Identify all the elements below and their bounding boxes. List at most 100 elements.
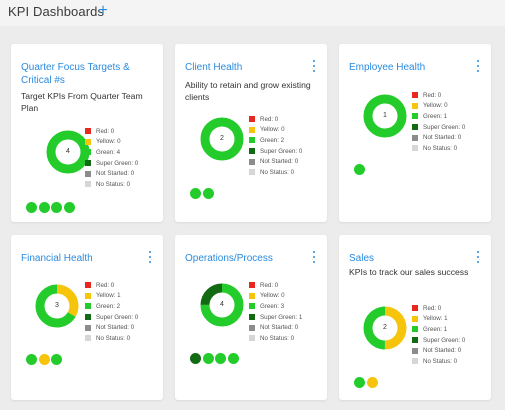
- legend-swatch: [85, 181, 91, 188]
- kpi-status-dot-super-green[interactable]: [190, 353, 201, 364]
- legend-red: Red: 0: [412, 90, 465, 101]
- legend-swatch: [85, 324, 91, 331]
- kpi-status-dots: [26, 202, 75, 213]
- legend-swatch: [249, 126, 255, 133]
- add-dashboard-button[interactable]: +: [98, 2, 108, 19]
- top-bar: KPI Dashboards +: [0, 0, 505, 26]
- legend-swatch: [85, 128, 91, 135]
- legend-not-started: Not Started: 0: [249, 322, 302, 333]
- legend-not-started: Not Started: 0: [85, 168, 138, 179]
- legend-red: Red: 0: [412, 303, 465, 314]
- legend-label: No Status: 0: [423, 144, 458, 152]
- legend-swatch: [412, 92, 418, 99]
- legend-label: Yellow: 0: [260, 292, 285, 300]
- legend-label: Red: 0: [260, 115, 279, 123]
- legend-swatch: [412, 113, 418, 120]
- more-options-icon[interactable]: [311, 251, 317, 263]
- legend-swatch: [412, 102, 418, 109]
- more-options-icon[interactable]: [311, 60, 317, 72]
- legend-label: Super Green: 1: [260, 313, 303, 321]
- kpi-status-dot-green[interactable]: [26, 354, 37, 365]
- legend-label: Super Green: 0: [423, 123, 466, 131]
- kpi-status-dot-green[interactable]: [190, 188, 201, 199]
- legend-swatch: [412, 124, 418, 131]
- kpi-status-dot-green[interactable]: [354, 164, 365, 175]
- legend-label: Not Started: 0: [423, 347, 462, 355]
- kpi-status-dot-green[interactable]: [38, 202, 50, 213]
- status-legend: Red: 0 Yellow: 1 Green: 2 Super Green: 0 Not…: [85, 280, 138, 344]
- kpi-status-dot-green[interactable]: [202, 188, 214, 199]
- legend-no-status: No Status: 0: [85, 333, 138, 344]
- kpi-status-dot-green[interactable]: [354, 377, 365, 388]
- status-legend: Red: 0 Yellow: 0 Green: 3 Super Green: 1 Not…: [249, 280, 302, 344]
- kpi-card: Client Health Ability to retain and grow …: [175, 44, 327, 222]
- legend-swatch: [249, 324, 255, 331]
- kpi-status-dots: [26, 354, 62, 365]
- more-options-icon[interactable]: [475, 60, 481, 72]
- kpi-card: Employee Health 1 Red: 0 Yellow: 0 Green: 1 S…: [339, 44, 491, 222]
- more-options-icon[interactable]: [475, 251, 481, 263]
- status-donut-chart[interactable]: [199, 282, 245, 328]
- kpi-status-dot-yellow[interactable]: [366, 377, 378, 388]
- kpi-status-dot-green[interactable]: [26, 202, 37, 213]
- kpi-status-dot-yellow[interactable]: [38, 354, 50, 365]
- donut-segment-super-green[interactable]: [200, 283, 244, 327]
- donut-total: 2: [220, 135, 224, 142]
- legend-swatch: [249, 303, 255, 310]
- card-title[interactable]: Employee Health: [349, 62, 426, 73]
- kpi-card: Quarter Focus Targets & Critical #s Targe…: [11, 44, 163, 222]
- legend-label: Yellow: 1: [96, 292, 121, 300]
- kpi-status-dot-green[interactable]: [63, 202, 75, 213]
- legend-label: Super Green: 0: [96, 159, 139, 167]
- legend-label: Red: 0: [260, 281, 279, 289]
- card-description: Ability to retain and grow existing clie…: [185, 80, 311, 102]
- legend-label: Super Green: 0: [260, 147, 303, 155]
- legend-label: Green: 3: [260, 302, 285, 310]
- donut-segment-green[interactable]: [363, 306, 407, 350]
- legend-swatch: [249, 116, 255, 123]
- legend-swatch: [412, 358, 418, 365]
- legend-not-started: Not Started: 0: [412, 132, 465, 143]
- legend-green: Green: 1: [412, 111, 465, 122]
- legend-super-green: Super Green: 0: [412, 122, 465, 133]
- donut-segment-green[interactable]: [35, 284, 79, 328]
- status-donut-chart[interactable]: [362, 305, 408, 351]
- card-title[interactable]: Operations/Process: [185, 253, 273, 264]
- legend-yellow: Yellow: 0: [249, 125, 302, 136]
- legend-swatch: [85, 138, 91, 145]
- legend-super-green: Super Green: 0: [249, 146, 302, 157]
- legend-label: Yellow: 0: [260, 126, 285, 134]
- more-options-icon[interactable]: [147, 251, 153, 263]
- kpi-status-dot-green[interactable]: [51, 202, 62, 213]
- legend-yellow: Yellow: 0: [249, 291, 302, 302]
- card-title[interactable]: Quarter Focus Targets & Critical #s: [21, 62, 130, 86]
- legend-swatch: [412, 134, 418, 141]
- kpi-status-dot-green[interactable]: [51, 354, 62, 365]
- legend-super-green: Super Green: 0: [85, 158, 138, 169]
- legend-no-status: No Status: 0: [85, 179, 138, 190]
- legend-label: Yellow: 1: [423, 315, 448, 323]
- legend-swatch: [249, 292, 255, 299]
- status-donut-chart[interactable]: [199, 116, 245, 162]
- legend-label: Red: 0: [96, 127, 115, 135]
- legend-green: Green: 2: [249, 135, 302, 146]
- legend-swatch: [249, 158, 255, 165]
- card-title[interactable]: Client Health: [185, 62, 243, 73]
- donut-total: 2: [383, 324, 387, 331]
- status-donut-chart[interactable]: [34, 283, 80, 329]
- donut-segment-green[interactable]: [363, 94, 407, 138]
- legend-not-started: Not Started: 0: [412, 345, 465, 356]
- legend-label: Red: 0: [96, 281, 115, 289]
- legend-no-status: No Status: 0: [249, 167, 302, 178]
- legend-swatch: [249, 169, 255, 176]
- card-title[interactable]: Sales: [349, 253, 375, 264]
- kpi-status-dot-green[interactable]: [202, 353, 214, 364]
- status-donut-chart[interactable]: [362, 93, 408, 139]
- card-description: Target KPIs From Quarter Team Plan: [21, 91, 143, 113]
- donut-segment-green[interactable]: [200, 117, 244, 161]
- card-title[interactable]: Financial Health: [21, 253, 93, 264]
- legend-yellow: Yellow: 0: [85, 137, 138, 148]
- kpi-status-dot-green[interactable]: [215, 353, 226, 364]
- legend-swatch: [85, 303, 91, 310]
- kpi-status-dot-green[interactable]: [227, 353, 239, 364]
